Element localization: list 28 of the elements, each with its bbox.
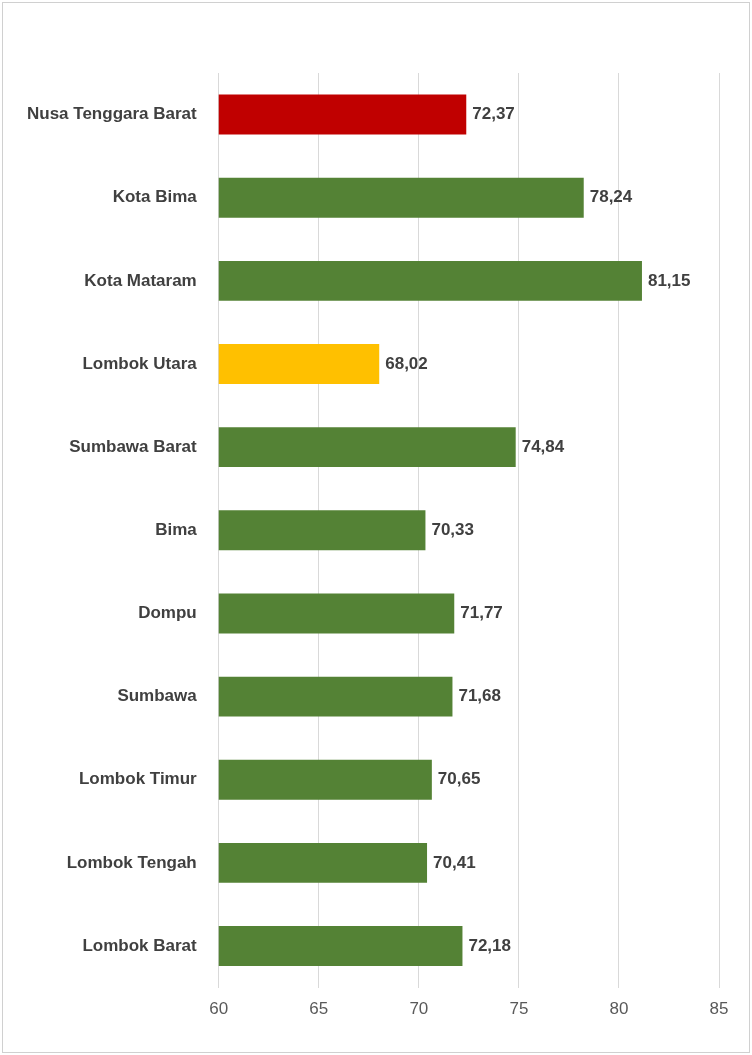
data-label: 81,15 (647, 270, 691, 290)
y-tick-label: Sumbawa (117, 686, 198, 706)
y-tick-label: Sumbawa Barat (69, 436, 198, 456)
data-label: 71,68 (458, 686, 502, 706)
data-label: 74,84 (521, 436, 565, 456)
x-tick-label: 60 (209, 999, 229, 1019)
y-tick-label: Kota Mataram (84, 270, 197, 290)
y-tick-label: Lombok Timur (78, 769, 198, 789)
x-tick-label: 75 (509, 999, 529, 1019)
y-tick-label: Kota Bima (112, 187, 198, 207)
data-label: 78,24 (589, 187, 633, 207)
y-tick-label: Nusa Tenggara Barat (27, 104, 198, 124)
x-tick-label: 65 (309, 999, 329, 1019)
x-tick-label: 80 (609, 999, 629, 1019)
x-tick-label: 85 (709, 999, 729, 1019)
data-label: 70,41 (433, 852, 476, 872)
data-label: 70,65 (437, 769, 481, 789)
x-tick-label: 70 (409, 999, 429, 1019)
data-label: 72,37 (472, 104, 515, 124)
data-label: 70,33 (431, 519, 474, 539)
data-label: 71,77 (460, 603, 503, 623)
data-label: 68,02 (385, 353, 428, 373)
y-tick-label: Lombok Utara (82, 353, 198, 373)
y-tick-label: Bima (155, 519, 198, 539)
y-tick-label: Lombok Barat (82, 935, 198, 955)
y-tick-label: Dompu (138, 603, 197, 623)
y-tick-label: Lombok Tengah (66, 852, 197, 872)
data-label: 72,18 (468, 935, 512, 955)
